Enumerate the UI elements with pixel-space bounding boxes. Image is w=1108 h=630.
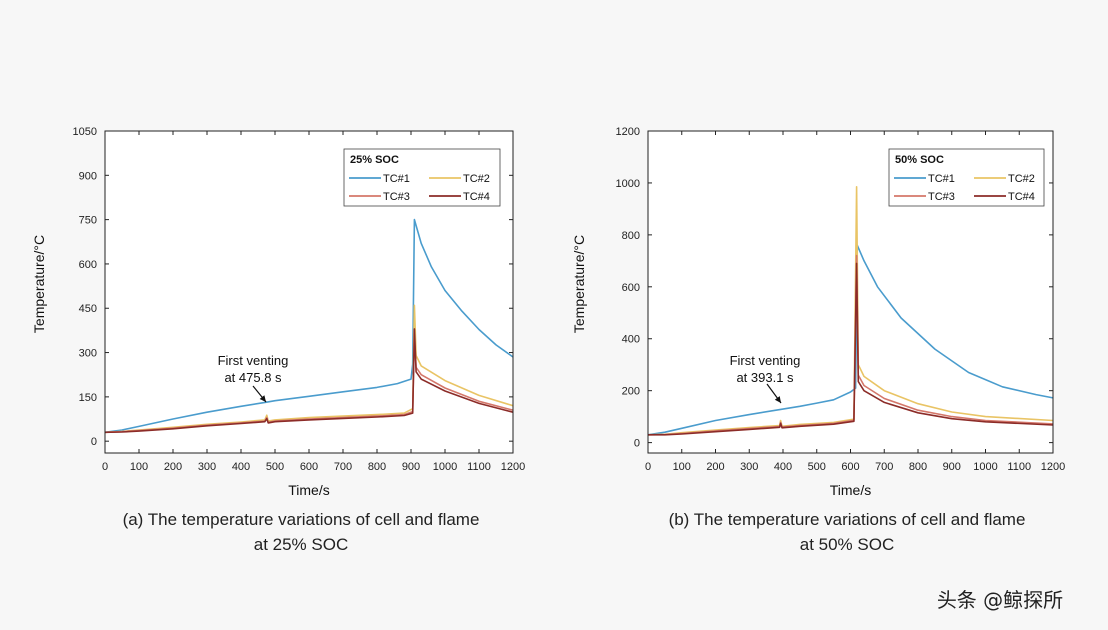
x-tick-label: 300 — [740, 461, 758, 473]
series-line-TC4 — [104, 328, 514, 434]
x-tick-label: 800 — [368, 461, 386, 473]
x-tick-label: 400 — [232, 461, 250, 473]
x-tick-label: 600 — [300, 461, 318, 473]
legend-title: 25% SOC — [350, 154, 399, 166]
y-tick-label: 400 — [622, 334, 640, 346]
y-tick-label: 0 — [634, 438, 640, 450]
y-tick-label: 600 — [79, 259, 97, 271]
legend-label-TC2: TC#2 — [1008, 173, 1035, 185]
series-line-TC2 — [104, 304, 514, 434]
series-line-TC1 — [104, 218, 514, 434]
annotation-arrowhead — [774, 396, 781, 403]
x-tick-label: 1100 — [467, 461, 491, 473]
y-tick-label: 1050 — [73, 126, 97, 138]
x-tick-label: 1100 — [1007, 461, 1031, 473]
legend-label-TC4: TC#4 — [463, 191, 490, 203]
y-tick-label: 750 — [79, 215, 97, 227]
legend-label-TC2: TC#2 — [463, 173, 490, 185]
series-line-TC4 — [648, 262, 1054, 436]
y-tick-label: 150 — [79, 392, 97, 404]
x-tick-label: 1200 — [1041, 461, 1065, 473]
x-tick-label: 700 — [875, 461, 893, 473]
legend-label-TC1: TC#1 — [383, 173, 410, 185]
y-tick-label: 200 — [622, 386, 640, 398]
x-tick-label: 700 — [334, 461, 352, 473]
x-tick-label: 500 — [266, 461, 284, 473]
x-tick-label: 100 — [130, 461, 148, 473]
caption-a-line2: at 25% SOC — [254, 535, 349, 554]
annotation-line2: at 393.1 s — [736, 370, 794, 385]
y-tick-label: 0 — [91, 436, 97, 448]
y-axis-title: Temperature/°C — [31, 235, 47, 333]
y-tick-label: 1200 — [616, 126, 640, 138]
chart-panel-a: 0 100 200 300 400 500 600 700 800 900 1000 1100 1200… — [31, 126, 525, 498]
y-tick-label: 300 — [79, 348, 97, 360]
annotation-line2: at 475.8 s — [224, 370, 282, 385]
caption-b-line1: (b) The temperature variations of cell a… — [669, 510, 1026, 529]
legend-label-TC1: TC#1 — [928, 173, 955, 185]
y-tick-label: 800 — [622, 230, 640, 242]
x-tick-label: 1000 — [433, 461, 457, 473]
x-tick-label: 100 — [673, 461, 691, 473]
annotation-arrowhead — [259, 395, 266, 402]
x-tick-label: 300 — [198, 461, 216, 473]
x-tick-label: 500 — [808, 461, 826, 473]
x-axis-title: Time/s — [288, 482, 329, 498]
watermark-text: 头条 @鲸探所 — [937, 588, 1063, 612]
series-line-TC1 — [647, 244, 1054, 436]
x-tick-label: 200 — [164, 461, 182, 473]
y-axis-title: Temperature/°C — [571, 235, 587, 333]
x-tick-label: 800 — [909, 461, 927, 473]
chart-panel-b: 0 100 200 300 400 500 600 700 800 900 1000 1100 1200… — [571, 126, 1065, 498]
y-tick-label: 600 — [622, 282, 640, 294]
y-tick-label: 450 — [79, 303, 97, 315]
legend-label-TC3: TC#3 — [383, 191, 410, 203]
x-tick-label: 600 — [841, 461, 859, 473]
caption-b-line2: at 50% SOC — [800, 535, 895, 554]
legend-label-TC4: TC#4 — [1008, 191, 1035, 203]
caption-a-line1: (a) The temperature variations of cell a… — [123, 510, 480, 529]
x-tick-label: 1200 — [501, 461, 525, 473]
x-tick-label: 900 — [402, 461, 420, 473]
annotation-line1: First venting — [730, 353, 801, 368]
x-tick-label: 200 — [706, 461, 724, 473]
y-tick-label: 900 — [79, 170, 97, 182]
x-axis-title: Time/s — [830, 482, 871, 498]
annotation-line1: First venting — [218, 353, 289, 368]
y-tick-label: 1000 — [616, 178, 640, 190]
x-tick-label: 900 — [943, 461, 961, 473]
legend-label-TC3: TC#3 — [928, 191, 955, 203]
x-tick-label: 0 — [645, 461, 651, 473]
x-tick-label: 1000 — [973, 461, 997, 473]
legend-title: 50% SOC — [895, 154, 944, 166]
x-tick-label: 400 — [774, 461, 792, 473]
x-tick-label: 0 — [102, 461, 108, 473]
